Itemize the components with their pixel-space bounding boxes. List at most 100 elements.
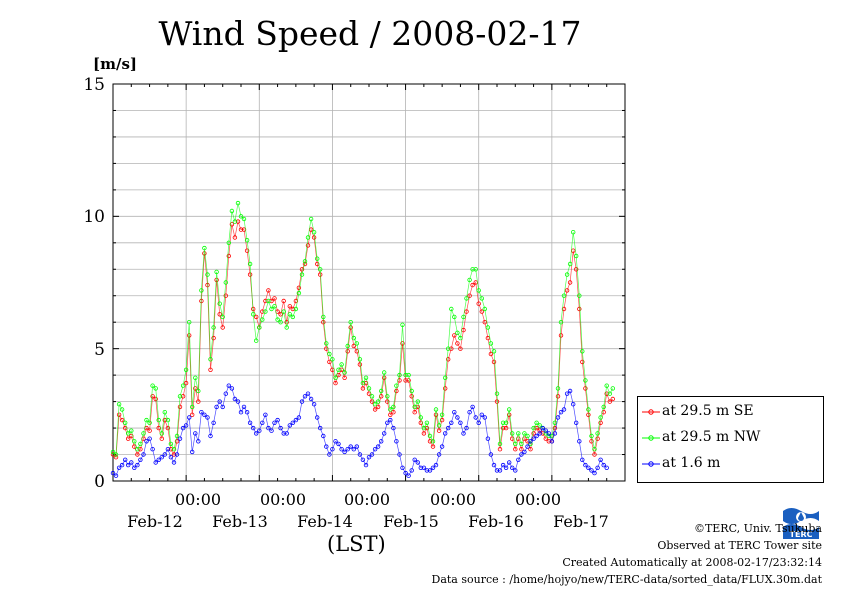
data-point xyxy=(589,433,594,439)
data-point xyxy=(491,359,497,365)
data-point xyxy=(287,304,292,309)
data-point xyxy=(433,407,439,412)
data-point xyxy=(470,282,475,288)
series-layer xyxy=(110,200,615,478)
data-point xyxy=(330,447,335,452)
data-point xyxy=(189,404,195,410)
data-point xyxy=(205,272,210,277)
data-point xyxy=(290,420,295,425)
data-point xyxy=(510,465,515,470)
data-point xyxy=(281,298,286,304)
data-point xyxy=(135,462,140,468)
data-point xyxy=(564,272,570,277)
data-point xyxy=(503,425,509,431)
x-date-label: Feb-12 xyxy=(127,512,183,531)
data-point xyxy=(531,425,536,431)
data-point xyxy=(226,253,231,259)
data-point xyxy=(534,420,539,425)
data-point xyxy=(595,431,600,436)
data-point xyxy=(330,357,335,362)
data-point xyxy=(583,462,588,468)
data-point xyxy=(260,317,265,322)
data-point xyxy=(604,383,609,388)
legend-marker-low xyxy=(642,461,660,467)
data-point xyxy=(513,468,518,473)
data-point xyxy=(476,420,481,425)
data-point xyxy=(272,296,277,301)
data-point xyxy=(354,341,359,346)
data-point xyxy=(446,425,451,431)
data-point xyxy=(232,219,238,224)
data-point xyxy=(351,335,356,341)
data-point xyxy=(342,449,347,455)
data-point xyxy=(235,219,241,224)
logo-text: TERC xyxy=(790,530,813,539)
data-point xyxy=(119,417,125,423)
data-point xyxy=(592,470,597,476)
data-point xyxy=(403,372,408,378)
data-point xyxy=(391,425,396,431)
data-point xyxy=(604,391,609,396)
data-point xyxy=(479,309,484,314)
data-point xyxy=(110,470,116,476)
data-point xyxy=(534,425,539,431)
data-point xyxy=(247,420,253,425)
data-point xyxy=(171,447,177,452)
data-point xyxy=(510,431,515,436)
data-point xyxy=(473,415,478,420)
data-point xyxy=(558,410,564,415)
data-point xyxy=(500,462,506,468)
data-point xyxy=(430,444,436,449)
data-point xyxy=(427,433,433,439)
data-point xyxy=(464,296,469,301)
data-point xyxy=(113,473,119,478)
data-point xyxy=(199,410,204,415)
data-point xyxy=(132,439,137,444)
chart-title: Wind Speed / 2008-02-17 xyxy=(158,14,582,53)
data-point xyxy=(540,425,545,431)
data-point xyxy=(537,431,542,436)
data-point xyxy=(308,396,314,402)
data-point xyxy=(601,404,606,410)
data-point xyxy=(400,465,405,470)
data-point xyxy=(220,314,225,320)
data-point xyxy=(458,346,463,351)
legend-marker-nw xyxy=(642,435,660,441)
data-point xyxy=(333,380,338,386)
data-point xyxy=(318,267,323,272)
data-point xyxy=(363,375,369,380)
data-point xyxy=(424,420,430,425)
data-point xyxy=(522,431,527,436)
data-point xyxy=(519,441,524,447)
data-point xyxy=(461,314,466,320)
data-point xyxy=(311,229,317,235)
data-point xyxy=(223,391,228,396)
data-point xyxy=(336,367,341,372)
data-point xyxy=(214,404,219,410)
data-point xyxy=(348,320,353,325)
data-point xyxy=(199,288,204,293)
data-point xyxy=(382,431,387,436)
data-point xyxy=(482,320,487,325)
data-point xyxy=(443,431,448,436)
data-point xyxy=(443,375,448,380)
data-point xyxy=(116,412,122,417)
data-point xyxy=(254,431,259,436)
data-point xyxy=(507,407,512,412)
data-point xyxy=(567,388,573,394)
data-point xyxy=(266,288,271,293)
data-point xyxy=(257,428,262,433)
footer-source: Data source : /home/hojyo/new/TERC-data/… xyxy=(431,573,823,586)
data-point xyxy=(412,457,417,462)
data-point xyxy=(610,396,615,402)
data-point xyxy=(458,420,463,425)
data-point xyxy=(421,431,427,436)
data-point xyxy=(205,415,210,420)
data-point xyxy=(497,468,503,473)
data-point xyxy=(436,423,442,428)
data-point xyxy=(470,404,475,410)
data-point xyxy=(470,267,475,272)
data-point xyxy=(531,431,536,436)
data-point xyxy=(138,441,143,447)
data-point xyxy=(122,420,128,425)
